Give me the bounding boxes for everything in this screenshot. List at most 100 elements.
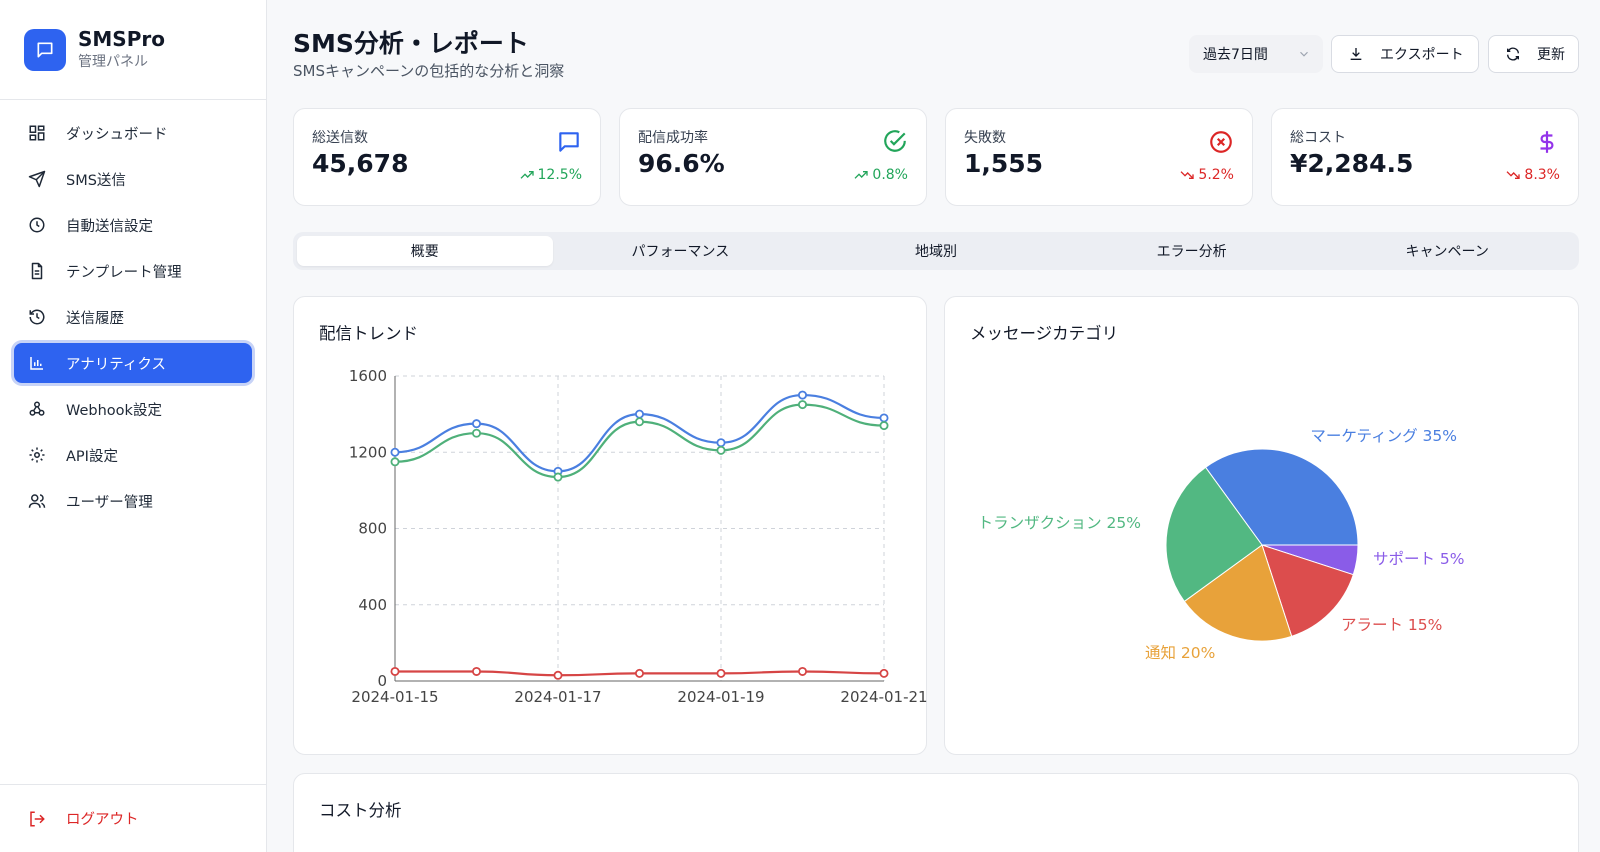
data-point[interactable] — [471, 666, 481, 676]
stat-change: 8.3% — [1505, 167, 1560, 183]
delivery-trend-panel: 配信トレンド 0 400 800 1200 1600 2024-01-15 2024-01-… — [293, 296, 928, 755]
sidebar-item-analytics[interactable]: アナリティクス — [14, 343, 252, 383]
y-tick-label: 1600 — [349, 367, 387, 385]
tab-error-analysis[interactable]: エラー分析 — [1156, 244, 1227, 260]
brand-title: SMSPro — [78, 27, 165, 51]
analytics-tabs: 概要 パフォーマンス 地域別 エラー分析 キャンペーン — [293, 232, 1579, 270]
data-point[interactable] — [471, 428, 481, 438]
data-point[interactable] — [879, 668, 889, 678]
pie-label: アラート 15% — [1341, 616, 1442, 634]
data-point[interactable] — [634, 668, 644, 678]
x-tick-label: 2024-01-19 — [677, 688, 764, 706]
data-point[interactable] — [879, 413, 889, 423]
divider — [0, 784, 266, 785]
tab-performance[interactable]: パフォーマンス — [631, 244, 730, 260]
sidebar-item-label: API設定 — [66, 448, 118, 465]
sidebar-item-sms-send[interactable]: SMS送信 — [14, 159, 252, 199]
data-point[interactable] — [634, 417, 644, 427]
sidebar-item-templates[interactable]: テンプレート管理 — [14, 251, 252, 291]
panel-title: メッセージカテゴリ — [970, 324, 1119, 343]
pie-label: サポート 5% — [1373, 550, 1465, 568]
sidebar-item-api[interactable]: API設定 — [14, 435, 252, 475]
sidebar-item-label: アナリティクス — [66, 356, 166, 373]
stat-card-total-cost: 総コスト ¥2,284.5 8.3% — [1271, 108, 1579, 206]
sidebar-item-users[interactable]: ユーザー管理 — [14, 481, 252, 521]
x-tick-label: 2024-01-17 — [514, 688, 601, 706]
tab-region[interactable]: 地域別 — [914, 244, 957, 260]
sidebar: SMSPro 管理パネル ダッシュボード SMS送信 自動送信設定 テンプレート… — [0, 0, 267, 852]
stat-value: 45,678 — [312, 149, 409, 178]
stat-label: 総送信数 — [312, 130, 368, 146]
brand-subtitle: 管理パネル — [78, 54, 148, 70]
data-point[interactable] — [879, 421, 889, 431]
data-point[interactable] — [553, 670, 563, 680]
file-text-icon — [31, 262, 43, 280]
stat-card-failures: 失敗数 1,555 5.2% — [945, 108, 1253, 206]
chevron-down-icon — [1300, 51, 1308, 57]
data-point[interactable] — [797, 390, 807, 400]
stat-label: 配信成功率 — [638, 130, 708, 146]
data-point[interactable] — [634, 409, 644, 419]
data-point[interactable] — [471, 419, 481, 429]
x-circle-icon — [1210, 131, 1232, 153]
stat-value: ¥2,284.5 — [1290, 149, 1414, 178]
pie-label: 通知 20% — [1145, 644, 1215, 662]
data-point[interactable] — [797, 400, 807, 410]
download-icon — [1350, 48, 1362, 60]
pie-slice[interactable] — [1165, 466, 1263, 603]
data-point[interactable] — [390, 666, 400, 676]
page-subtitle: SMSキャンペーンの包括的な分析と洞察 — [293, 62, 565, 80]
sidebar-item-history[interactable]: 送信履歴 — [14, 297, 252, 337]
sidebar-item-label: 自動送信設定 — [66, 218, 153, 235]
logout-button[interactable]: ログアウト — [28, 808, 139, 829]
message-category-panel: メッセージカテゴリ マーケティング 35% サポート 5% アラート 15% 通知 2… — [944, 296, 1579, 755]
refresh-label: 更新 — [1537, 47, 1565, 63]
data-point[interactable] — [390, 447, 400, 457]
pie-slice[interactable] — [1261, 544, 1354, 637]
sidebar-item-label: ダッシュボード — [66, 126, 168, 143]
stat-value: 96.6% — [638, 149, 725, 178]
stat-change-value: 0.8% — [872, 167, 908, 183]
cost-analysis-panel: コスト分析 — [293, 773, 1579, 852]
data-point[interactable] — [716, 668, 726, 678]
layout-grid-icon — [29, 125, 45, 141]
pie-slice[interactable] — [1204, 448, 1359, 546]
period-select-value: 過去7日間 — [1203, 47, 1268, 63]
stat-change-value: 12.5% — [537, 167, 582, 183]
check-circle-icon — [884, 130, 906, 152]
sidebar-item-auto-send[interactable]: 自動送信設定 — [14, 205, 252, 245]
x-tick-label: 2024-01-15 — [351, 688, 438, 706]
stat-label: 総コスト — [1290, 130, 1346, 146]
stat-card-total-sent: 総送信数 45,678 12.5% — [293, 108, 601, 206]
data-point[interactable] — [716, 438, 726, 448]
trending-down-icon — [1180, 171, 1195, 179]
dollar-icon — [1540, 131, 1554, 153]
export-button[interactable]: エクスポート — [1331, 35, 1479, 73]
stat-label: 失敗数 — [964, 130, 1006, 146]
period-select[interactable]: 過去7日間 — [1189, 35, 1323, 73]
tab-overview[interactable]: 概要 — [297, 236, 553, 266]
stat-change: 5.2% — [1179, 167, 1234, 183]
message-square-icon — [559, 132, 579, 152]
trending-up-icon — [520, 171, 534, 179]
y-tick-label: 400 — [358, 596, 387, 614]
data-point[interactable] — [797, 666, 807, 676]
brand[interactable]: SMSPro 管理パネル — [24, 28, 165, 72]
data-point[interactable] — [553, 472, 563, 482]
page-title: SMS分析・レポート — [293, 29, 529, 58]
refresh-button[interactable]: 更新 — [1488, 35, 1579, 73]
message-category-chart: マーケティング 35% サポート 5% アラート 15% 通知 20% トランザクション… — [978, 427, 1465, 662]
tab-campaigns[interactable]: キャンペーン — [1405, 244, 1489, 260]
stat-change: 12.5% — [519, 167, 582, 183]
logout-icon — [30, 811, 45, 826]
data-point[interactable] — [390, 457, 400, 467]
panel-title: コスト分析 — [319, 801, 402, 820]
data-point[interactable] — [716, 445, 726, 455]
sidebar-item-webhook[interactable]: Webhook設定 — [14, 389, 252, 429]
sidebar-item-dashboard[interactable]: ダッシュボード — [14, 113, 252, 153]
users-icon — [28, 494, 46, 508]
panel-title: 配信トレンド — [319, 324, 418, 343]
pie-slice[interactable] — [1183, 544, 1293, 642]
message-square-icon — [24, 29, 66, 71]
delivery-trend-chart: 0 400 800 1200 1600 2024-01-15 2024-01-17 2024-… — [349, 367, 928, 706]
